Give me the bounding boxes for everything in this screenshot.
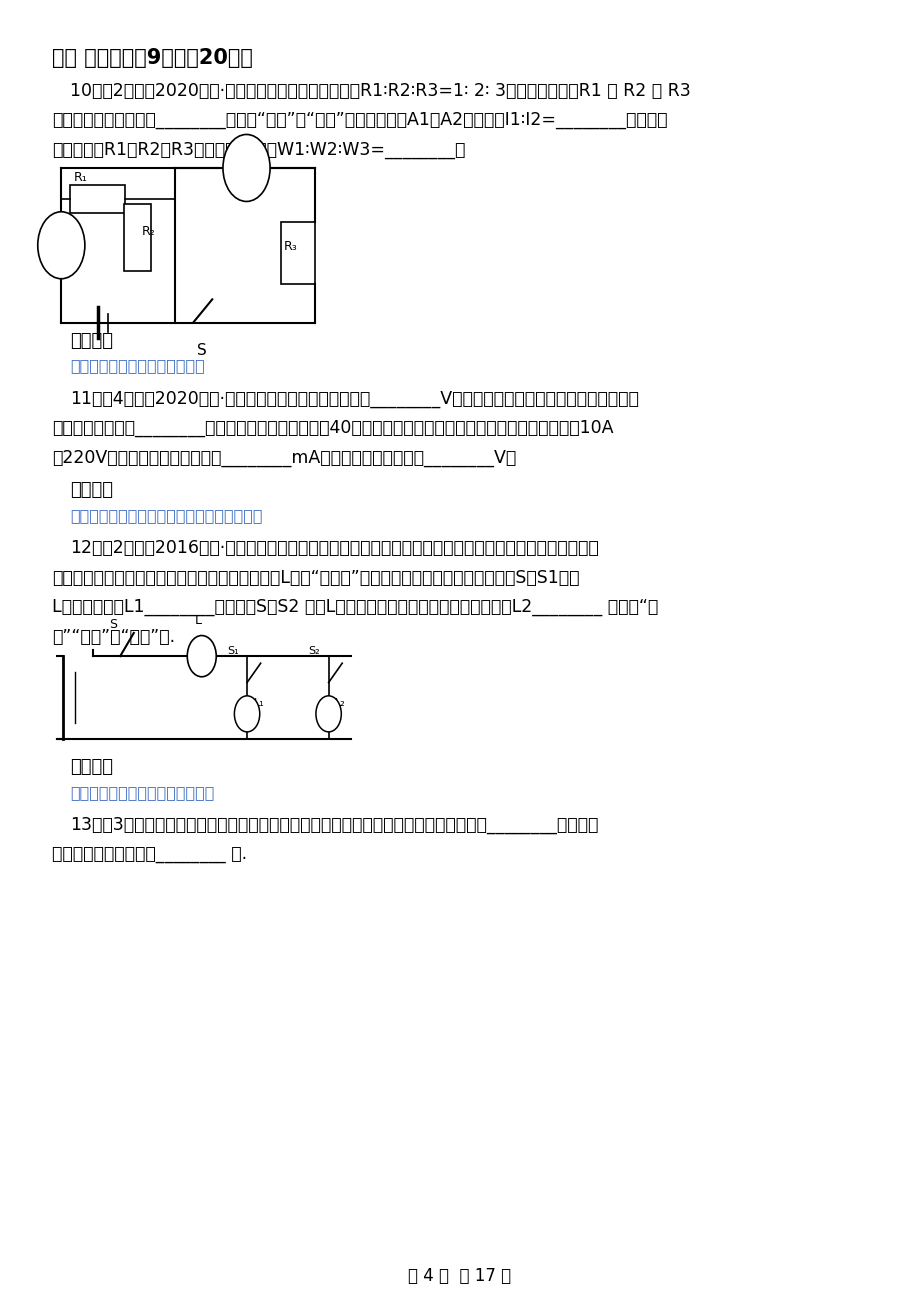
Text: 《考点》: 《考点》 [70, 332, 113, 349]
Text: 并联电路的电流规律；电压和电压的单位换算: 并联电路的电流规律；电压和电压的单位换算 [70, 508, 263, 523]
Text: L: L [194, 613, 201, 626]
Circle shape [315, 695, 341, 732]
Text: 第 4 页  共 17 页: 第 4 页 共 17 页 [408, 1267, 511, 1285]
Text: S: S [109, 617, 118, 630]
Text: 12．（2分）（2016九上·淮安期末）家里某用电器发生短路，燕丝立即燕断，用下列方法进行检测，如图所: 12．（2分）（2016九上·淮安期末）家里某用电器发生短路，燕丝立即燕断，用下… [70, 539, 598, 557]
Circle shape [38, 212, 85, 279]
Text: S: S [197, 344, 207, 358]
Text: L₁: L₁ [253, 698, 264, 708]
Text: R₂: R₂ [142, 225, 155, 238]
Circle shape [234, 695, 259, 732]
Text: 的时间里，R1、R2、R3消耗的电能之比为W1∶W2∶W3=________。: 的时间里，R1、R2、R3消耗的电能之比为W1∶W2∶W3=________。 [52, 141, 465, 159]
Bar [124, 204, 151, 271]
Text: 常”“短路”或“断路”）.: 常”“短路”或“断路”）. [52, 628, 176, 646]
Text: R₃: R₃ [284, 240, 298, 253]
Circle shape [187, 635, 216, 677]
Text: 10．（2分）（2020九上·重庆月考）如图所示电路中，R1∶R2∶R3=1∶ 2∶ 3，闭合开关后，R1 ， R2 ， R3: 10．（2分）（2020九上·重庆月考）如图所示电路中，R1∶R2∶R3=1∶ … [70, 82, 690, 100]
Text: 《考点》: 《考点》 [70, 480, 113, 499]
Text: 13．（3分）现在许多宾馆都利用房卡取电，如图所示；房卡的作用相当于家庭电路中的________，房间内: 13．（3分）现在许多宾馆都利用房卡取电，如图所示；房卡的作用相当于家庭电路中的… [70, 816, 598, 833]
Text: S₂: S₂ [309, 647, 320, 656]
Text: 示，断开所有用电器的开关，用一个普通的白炽灯L作为“校验灯”，与燕断的燕丝并联，然后只闭合S、S1，若: 示，断开所有用电器的开关，用一个普通的白炽灯L作为“校验灯”，与燕断的燕丝并联，… [52, 569, 579, 587]
Bar [280, 223, 314, 284]
Text: 二、 填空题（共9题；共20分）: 二、 填空题（共9题；共20分） [52, 48, 253, 68]
Text: 三个电阔的连接方式为________（选填“串联”或“并联”）；两电流表A1、A2示数之比I1∶I2=________，在相同: 三个电阔的连接方式为________（选填“串联”或“并联”）；两电流表A1、A… [52, 111, 667, 129]
Text: L₂: L₂ [335, 698, 346, 708]
Text: S₁: S₁ [227, 647, 239, 656]
Text: L正常发光说明L1________；只闭合S、S2 ，若L发出暗红色的光（发光不正常），说明L2________ （选填“正: L正常发光说明L1________；只闭合S、S2 ，若L发出暗红色的光（发光不… [52, 598, 658, 616]
Text: 欧姆定律及其应用；电功的计算: 欧姆定律及其应用；电功的计算 [70, 358, 205, 374]
Text: 11．（4分）（2020九上·西安期中）一节干电池的电压是________V，街道路面上的路灯同时亮同时灯，这些: 11．（4分）（2020九上·西安期中）一节干电池的电压是________V，街… [70, 389, 639, 408]
Text: 和220V，则通过每盏灯的电流为________mA，每盏灯两端的电压为________V。: 和220V，则通过每盏灯的电流为________mA，每盏灯两端的电压为____… [52, 449, 516, 466]
Circle shape [222, 134, 270, 202]
Text: R₁: R₁ [74, 171, 87, 184]
Text: 路灯的连接方式是________联。某街道路面上共有路灯40盏，连接在总控制室的电流表和电压表的示数分别10A: 路灯的连接方式是________联。某街道路面上共有路灯40盏，连接在总控制室的… [52, 419, 613, 437]
Text: A₁: A₁ [230, 150, 244, 163]
Text: 《考点》: 《考点》 [70, 758, 113, 776]
Text: A₂: A₂ [45, 228, 59, 240]
Text: 电路故障的判断；家庭电路的连接: 电路故障的判断；家庭电路的连接 [70, 785, 214, 799]
Text: 各用电器及插座之间应________ 联.: 各用电器及插座之间应________ 联. [52, 845, 247, 863]
Bar [70, 185, 125, 214]
